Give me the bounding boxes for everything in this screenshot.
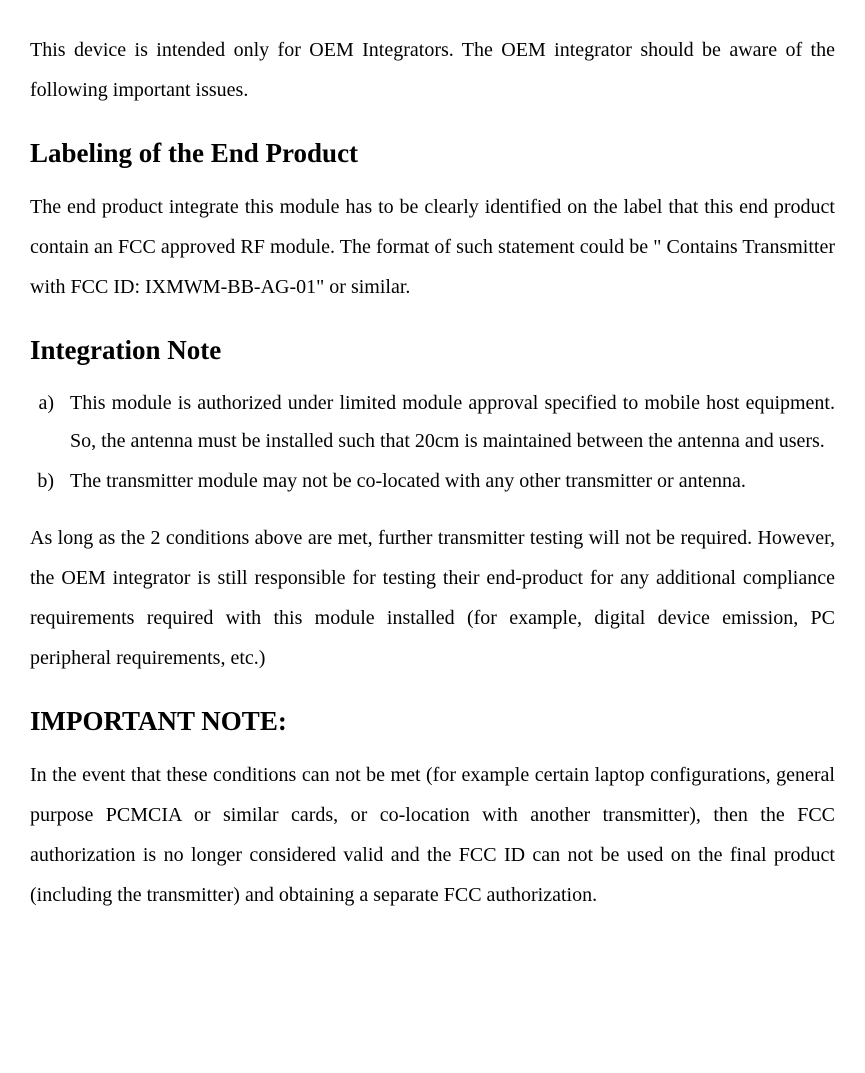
integration-note-list: This module is authorized under limited …: [30, 384, 835, 500]
paragraph-integration-after: As long as the 2 conditions above are me…: [30, 518, 835, 678]
intro-paragraph: This device is intended only for OEM Int…: [30, 30, 835, 110]
list-item: This module is authorized under limited …: [64, 384, 835, 460]
heading-important-note: IMPORTANT NOTE:: [30, 706, 835, 737]
heading-integration-note: Integration Note: [30, 335, 835, 366]
heading-labeling: Labeling of the End Product: [30, 138, 835, 169]
paragraph-labeling: The end product integrate this module ha…: [30, 187, 835, 307]
paragraph-important-note: In the event that these conditions can n…: [30, 755, 835, 915]
list-item: The transmitter module may not be co-loc…: [64, 462, 835, 500]
